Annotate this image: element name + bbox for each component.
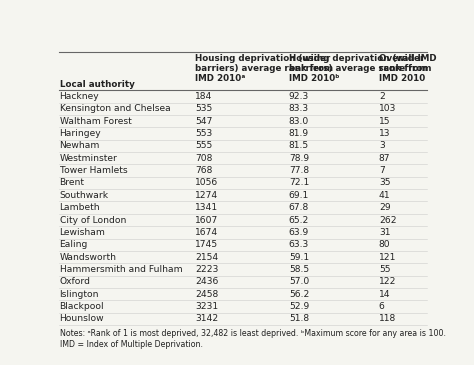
Text: 2: 2	[379, 92, 385, 101]
Text: 41: 41	[379, 191, 391, 200]
Text: 1056: 1056	[195, 178, 219, 187]
Text: Ealing: Ealing	[60, 240, 88, 249]
Text: 65.2: 65.2	[289, 215, 309, 224]
Text: 29: 29	[379, 203, 391, 212]
Text: 72.1: 72.1	[289, 178, 309, 187]
Text: Newham: Newham	[60, 141, 100, 150]
Text: 59.1: 59.1	[289, 253, 309, 262]
Text: 535: 535	[195, 104, 212, 113]
Text: Westminster: Westminster	[60, 154, 118, 163]
Text: 262: 262	[379, 215, 396, 224]
Text: 547: 547	[195, 116, 212, 126]
Text: Kensington and Chelsea: Kensington and Chelsea	[60, 104, 170, 113]
Text: 63.3: 63.3	[289, 240, 309, 249]
Text: Oxford: Oxford	[60, 277, 91, 287]
Text: Notes: ᵃRank of 1 is most deprived, 32,482 is least deprived. ᵇMaximum score for: Notes: ᵃRank of 1 is most deprived, 32,4…	[60, 329, 446, 349]
Text: 80: 80	[379, 240, 391, 249]
Text: 31: 31	[379, 228, 391, 237]
Text: 81.9: 81.9	[289, 129, 309, 138]
Text: Lewisham: Lewisham	[60, 228, 106, 237]
Text: Brent: Brent	[60, 178, 85, 187]
Text: 35: 35	[379, 178, 391, 187]
Text: Blackpool: Blackpool	[60, 302, 104, 311]
Text: 56.2: 56.2	[289, 290, 309, 299]
Text: 2458: 2458	[195, 290, 219, 299]
Text: 14: 14	[379, 290, 391, 299]
Text: 1745: 1745	[195, 240, 219, 249]
Text: City of London: City of London	[60, 215, 126, 224]
Text: Overall IMD
rank from
IMD 2010: Overall IMD rank from IMD 2010	[379, 54, 437, 84]
Text: 3: 3	[379, 141, 384, 150]
Text: 1341: 1341	[195, 203, 219, 212]
Text: 768: 768	[195, 166, 212, 175]
Text: 63.9: 63.9	[289, 228, 309, 237]
Text: Tower Hamlets: Tower Hamlets	[60, 166, 127, 175]
Text: 118: 118	[379, 315, 396, 323]
Text: Housing deprivation (wider
barriers) average rank from
IMD 2010ᵃ: Housing deprivation (wider barriers) ave…	[195, 54, 333, 84]
Text: 708: 708	[195, 154, 212, 163]
Text: 184: 184	[195, 92, 212, 101]
Text: 103: 103	[379, 104, 396, 113]
Text: 553: 553	[195, 129, 212, 138]
Text: 3231: 3231	[195, 302, 219, 311]
Text: Southwark: Southwark	[60, 191, 109, 200]
Text: Haringey: Haringey	[60, 129, 101, 138]
Text: 3142: 3142	[195, 315, 219, 323]
Text: 77.8: 77.8	[289, 166, 309, 175]
Text: Lambeth: Lambeth	[60, 203, 100, 212]
Text: 2436: 2436	[195, 277, 219, 287]
Text: 13: 13	[379, 129, 391, 138]
Text: 52.9: 52.9	[289, 302, 309, 311]
Text: 122: 122	[379, 277, 396, 287]
Text: Islington: Islington	[60, 290, 99, 299]
Text: Housing deprivation (wider
barriers) average score from
IMD 2010ᵇ: Housing deprivation (wider barriers) ave…	[289, 54, 431, 84]
Text: Waltham Forest: Waltham Forest	[60, 116, 131, 126]
Text: 78.9: 78.9	[289, 154, 309, 163]
Text: 87: 87	[379, 154, 391, 163]
Text: 92.3: 92.3	[289, 92, 309, 101]
Text: 2223: 2223	[195, 265, 219, 274]
Text: Wandsworth: Wandsworth	[60, 253, 117, 262]
Text: 1674: 1674	[195, 228, 219, 237]
Text: 69.1: 69.1	[289, 191, 309, 200]
Text: Hammersmith and Fulham: Hammersmith and Fulham	[60, 265, 182, 274]
Text: 1607: 1607	[195, 215, 219, 224]
Text: 57.0: 57.0	[289, 277, 309, 287]
Text: 6: 6	[379, 302, 385, 311]
Text: 2154: 2154	[195, 253, 219, 262]
Text: Local authority: Local authority	[60, 80, 135, 89]
Text: 81.5: 81.5	[289, 141, 309, 150]
Text: 67.8: 67.8	[289, 203, 309, 212]
Text: Hounslow: Hounslow	[60, 315, 104, 323]
Text: 15: 15	[379, 116, 391, 126]
Text: 51.8: 51.8	[289, 315, 309, 323]
Text: 7: 7	[379, 166, 384, 175]
Text: 58.5: 58.5	[289, 265, 309, 274]
Text: 1274: 1274	[195, 191, 219, 200]
Text: 121: 121	[379, 253, 396, 262]
Text: 83.3: 83.3	[289, 104, 309, 113]
Text: 55: 55	[379, 265, 391, 274]
Text: 555: 555	[195, 141, 212, 150]
Text: Hackney: Hackney	[60, 92, 99, 101]
Text: 83.0: 83.0	[289, 116, 309, 126]
